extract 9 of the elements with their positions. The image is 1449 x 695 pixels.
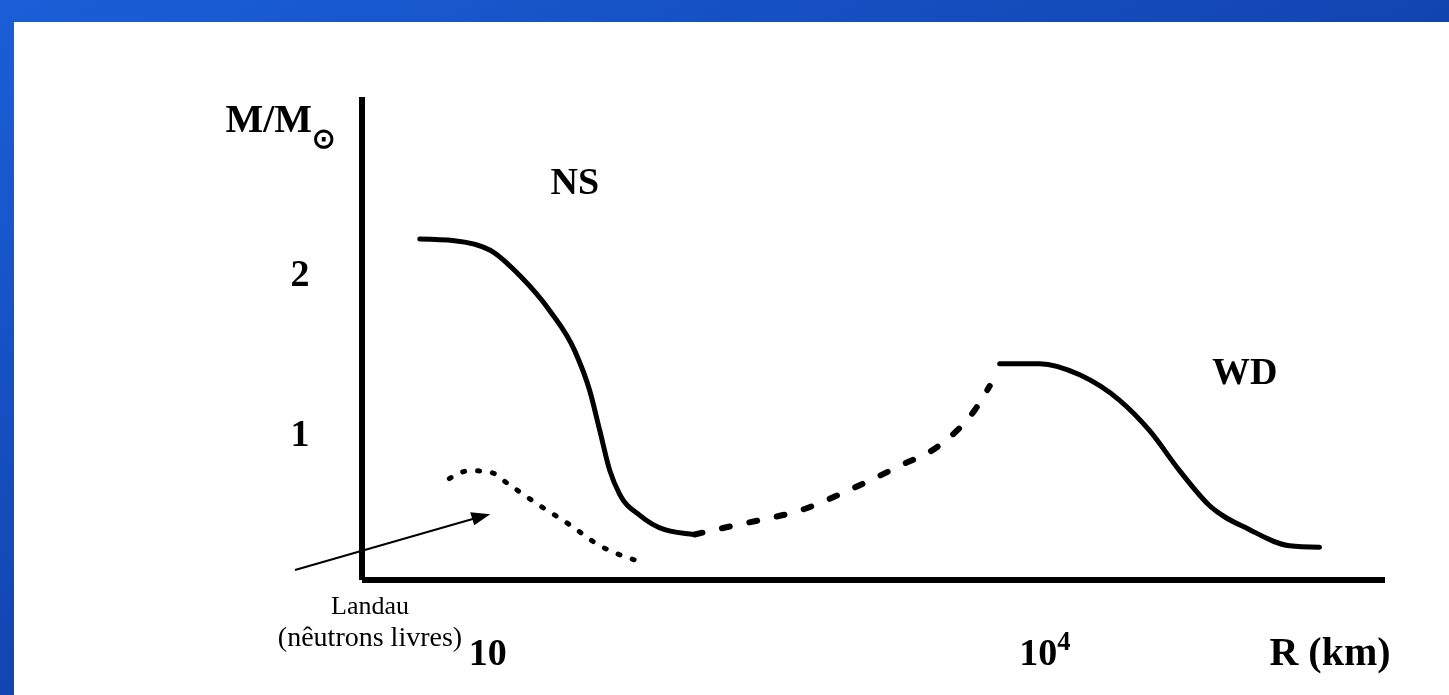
x-axis-title: R (km)	[1269, 629, 1391, 674]
x-tick-label: 10$^{4}$	[1019, 626, 1071, 673]
series-label: WD	[1211, 349, 1278, 392]
text: Landau (nêutrons livres)	[277, 591, 463, 652]
series-label: NS	[550, 160, 600, 203]
y-axis-title: M/M$_{⊙}$	[225, 96, 335, 154]
x-tick-label: 10	[468, 631, 507, 673]
y-tick-label: 2	[290, 251, 310, 294]
y-tick-label: 1	[290, 411, 310, 454]
